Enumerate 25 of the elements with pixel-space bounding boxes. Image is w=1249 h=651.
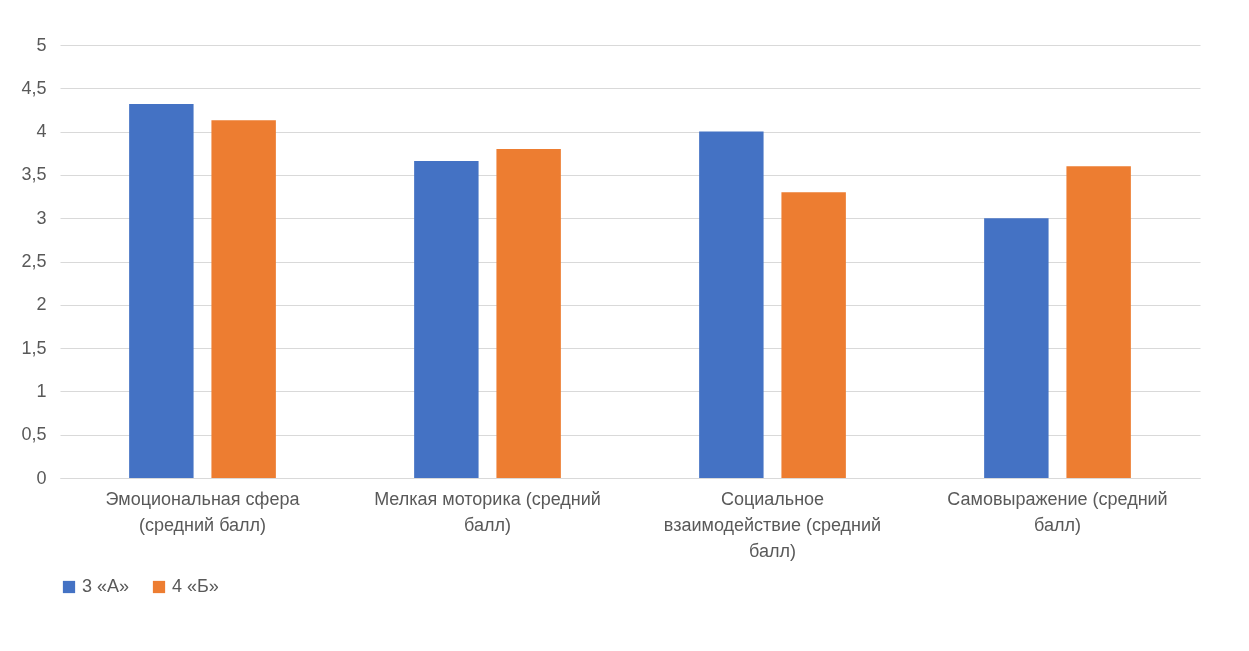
bar	[129, 103, 194, 478]
x-tick-label: Эмоциональная сфера (средний балл)	[105, 488, 301, 535]
bar	[211, 120, 276, 478]
legend-label: 3 «А»	[82, 576, 130, 596]
bar	[781, 192, 846, 478]
bar	[699, 131, 764, 478]
y-tick-label: 5	[36, 34, 47, 55]
y-tick-label: 3,5	[21, 164, 47, 185]
y-tick-label: 1,5	[21, 337, 47, 358]
bar	[1066, 166, 1131, 478]
bar	[414, 161, 479, 478]
y-tick-label: 4,5	[21, 77, 47, 98]
bar	[984, 218, 1049, 478]
x-tick-label: Социальное взаимодействие (средний балл)	[663, 488, 882, 561]
x-tick-label: Мелкая моторика (средний балл)	[374, 488, 601, 535]
y-tick-label: 1	[36, 380, 47, 401]
y-tick-label: 4	[36, 121, 47, 142]
y-tick-label: 0,5	[21, 424, 47, 445]
y-tick-label: 0	[36, 467, 47, 488]
legend-label: 4 «Б»	[172, 576, 219, 596]
y-tick-label: 2	[36, 294, 47, 315]
y-tick-label: 2,5	[21, 251, 47, 271]
x-tick-label: Самовыражение (средний балл)	[947, 488, 1168, 535]
y-tick-label: 3	[36, 207, 47, 228]
bar	[496, 148, 561, 478]
